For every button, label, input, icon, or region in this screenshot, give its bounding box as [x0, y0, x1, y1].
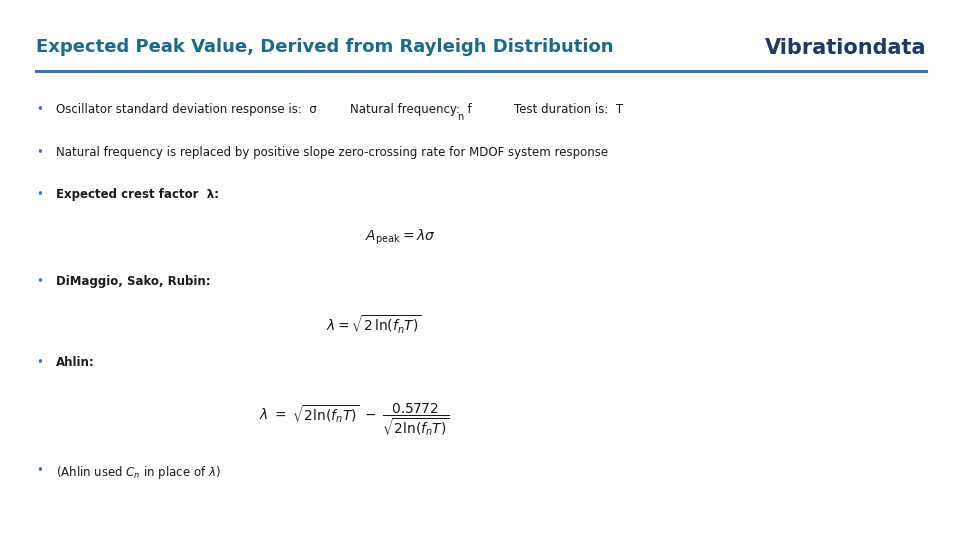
- Text: $\lambda = \sqrt{2\,\ln(f_n T)}$: $\lambda = \sqrt{2\,\ln(f_n T)}$: [326, 313, 421, 336]
- Text: Expected crest factor  λ:: Expected crest factor λ:: [56, 188, 219, 201]
- Text: •: •: [36, 103, 43, 116]
- Text: •: •: [36, 146, 43, 159]
- Text: Test duration is:  T: Test duration is: T: [514, 103, 623, 116]
- Text: Vibrationdata: Vibrationdata: [765, 38, 926, 58]
- Text: •: •: [36, 356, 43, 369]
- Text: •: •: [36, 464, 43, 477]
- Text: Oscillator standard deviation response is:  σ: Oscillator standard deviation response i…: [56, 103, 317, 116]
- Text: $\lambda \;=\; \sqrt{2\ln(f_n T)} \;-\; \dfrac{0.5772}{\sqrt{2\ln(f_n T)}}$: $\lambda \;=\; \sqrt{2\ln(f_n T)} \;-\; …: [259, 402, 450, 440]
- Text: Natural frequency:  f: Natural frequency: f: [350, 103, 472, 116]
- Text: DiMaggio, Sako, Rubin:: DiMaggio, Sako, Rubin:: [56, 275, 210, 288]
- Text: Ahlin:: Ahlin:: [56, 356, 94, 369]
- Text: (Ahlin used $C_n$ in place of $\lambda$): (Ahlin used $C_n$ in place of $\lambda$): [56, 464, 221, 481]
- Text: $A_\mathrm{peak} = \lambda\sigma$: $A_\mathrm{peak} = \lambda\sigma$: [365, 228, 436, 247]
- Text: Natural frequency is replaced by positive slope zero-crossing rate for MDOF syst: Natural frequency is replaced by positiv…: [56, 146, 608, 159]
- Text: n: n: [457, 112, 464, 123]
- Text: •: •: [36, 188, 43, 201]
- Text: Expected Peak Value, Derived from Rayleigh Distribution: Expected Peak Value, Derived from Raylei…: [36, 38, 614, 56]
- Text: •: •: [36, 275, 43, 288]
